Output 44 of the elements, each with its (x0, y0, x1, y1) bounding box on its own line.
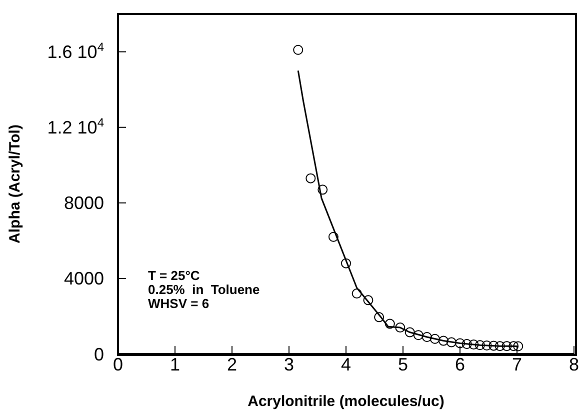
point (395, 322, 406, 333)
y-tick-label: 1.2 10$^{4}$ (47, 116, 104, 138)
point (293, 44, 304, 55)
point (413, 330, 424, 340)
point (508, 341, 519, 352)
point (502, 341, 512, 352)
point (446, 337, 456, 348)
point (374, 312, 384, 322)
point (430, 334, 440, 344)
annotation: WHSV = 6 (148, 296, 210, 311)
x-tick-label: 8 (568, 354, 580, 374)
annotation: 0.25% in Toluene (148, 282, 260, 297)
x-tick-label: 1 (170, 354, 180, 374)
point (494, 341, 505, 352)
y-axis-title: Alpha (Acryl/Tol) (6, 124, 24, 244)
point (341, 258, 351, 268)
point (513, 341, 524, 352)
point (438, 336, 448, 346)
point (462, 338, 472, 349)
point (384, 318, 395, 329)
point (328, 232, 338, 242)
point (422, 332, 432, 342)
x-tick-label: 3 (284, 354, 294, 374)
x-tick-label: 5 (398, 354, 408, 374)
x-tick-label: 7 (512, 354, 522, 374)
y-tick-label: 8000 (64, 193, 104, 214)
x-tick-label: 6 (454, 354, 466, 374)
y-tick-label: 1.6 10$^{4}$ (47, 40, 104, 62)
point (474, 340, 485, 350)
point (404, 327, 415, 338)
point (488, 340, 499, 351)
point (306, 173, 316, 184)
y-tick-label: 4000 (64, 268, 104, 289)
point (363, 295, 374, 306)
x-tick-label: 4 (340, 354, 352, 374)
annotation: T = 25°C (148, 268, 201, 283)
x-tick-label: 0 (112, 354, 124, 374)
x-tick-label: 2 (226, 354, 238, 374)
point (455, 338, 465, 348)
point (318, 184, 328, 195)
x-axis-title: Acrylonitrile (molecules/uc) (248, 393, 444, 410)
point (482, 340, 492, 350)
point (468, 340, 479, 350)
point (352, 288, 362, 299)
